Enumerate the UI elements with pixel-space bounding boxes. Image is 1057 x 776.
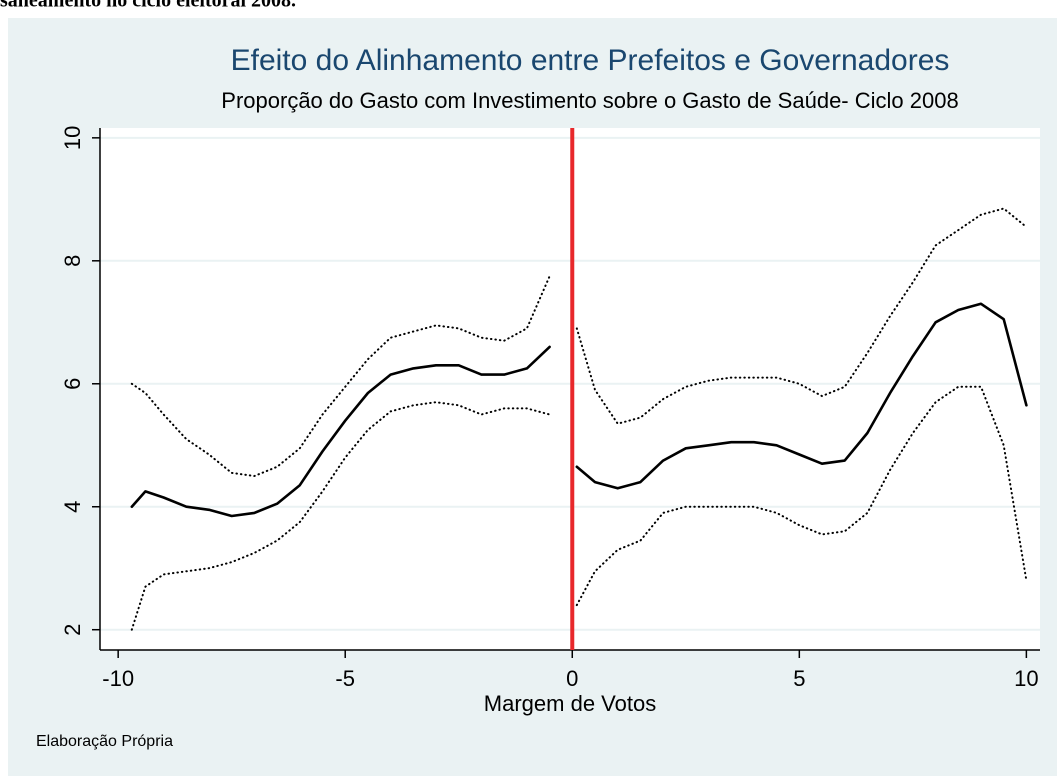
x-tick-label: -10 [102, 666, 134, 691]
y-tick-label: 6 [60, 378, 85, 390]
caption-above: saneamento no ciclo eleitoral 2008. [0, 0, 296, 12]
confidence-line [130, 207, 1028, 477]
fit-line [130, 302, 1028, 518]
x-tick-label: 0 [566, 666, 578, 691]
chart-subtitle: Proporção do Gasto com Investimento sobr… [221, 88, 958, 113]
x-tick-label: 5 [793, 666, 805, 691]
plot-area [100, 128, 1040, 650]
y-tick-label: 10 [60, 126, 85, 150]
y-tick-label: 2 [60, 624, 85, 636]
x-tick-label: 10 [1014, 666, 1038, 691]
note: Elaboração Própria [36, 733, 173, 750]
x-axis-label: Margem de Votos [484, 691, 656, 716]
x-tick-label: -5 [335, 666, 355, 691]
confidence-line [130, 385, 1028, 631]
y-tick-label: 8 [60, 255, 85, 267]
chart-title: Efeito do Alinhamento entre Prefeitos e … [231, 44, 950, 77]
y-tick-label: 4 [60, 501, 85, 513]
